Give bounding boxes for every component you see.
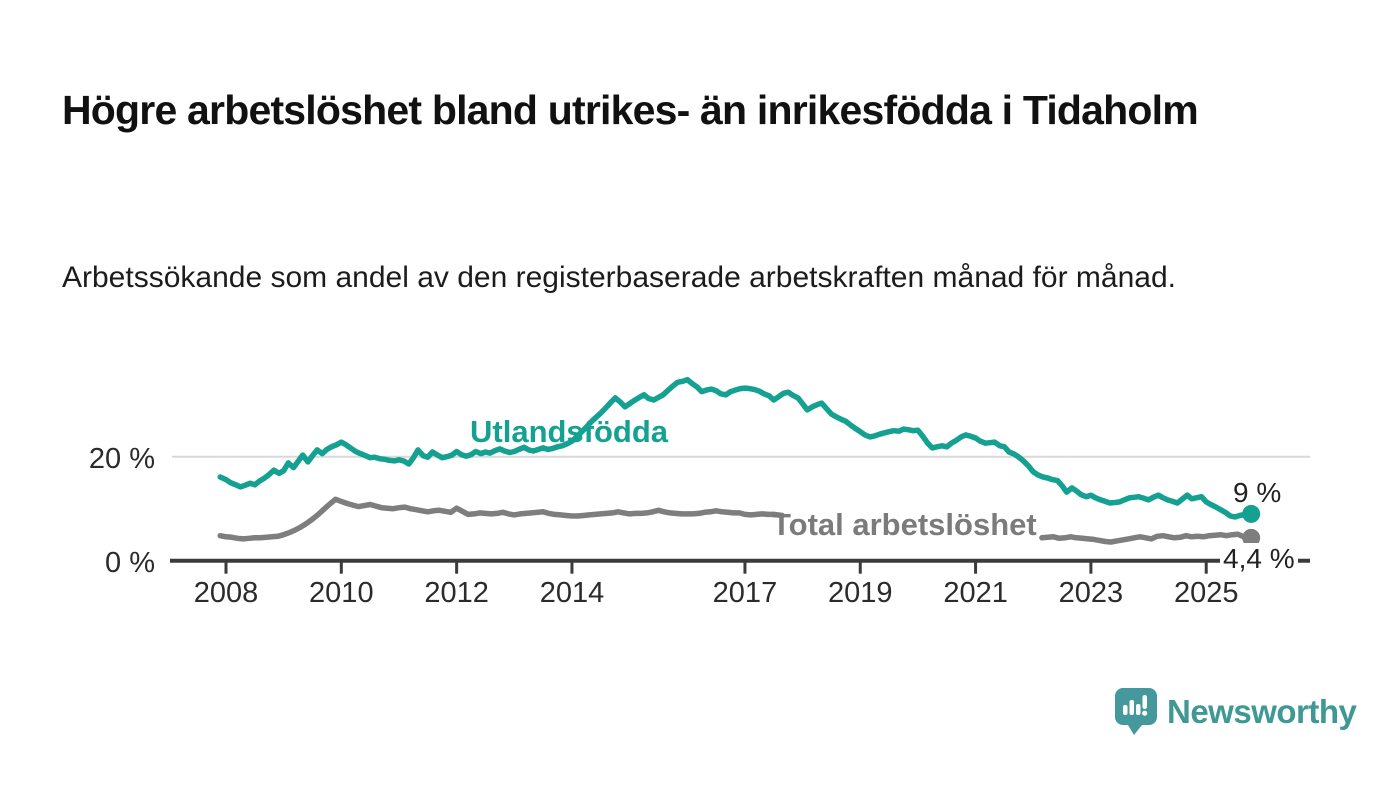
- line-chart-canvas: [170, 376, 1310, 574]
- series-line-total: [1039, 531, 1254, 545]
- newsworthy-logo-icon: [1115, 688, 1157, 735]
- page-title: Högre arbetslöshet bland utrikes- än inr…: [62, 87, 1199, 134]
- end-value-label-utlandsfodda: 9 %: [1233, 477, 1282, 508]
- chart-subtitle: Arbetssökande som andel av den registerb…: [62, 261, 1176, 294]
- x-tick-label-2012: 2012: [424, 577, 489, 609]
- series-line-total: [217, 496, 786, 542]
- x-tick-label-2014: 2014: [539, 577, 605, 609]
- series-end-dot-total: [1242, 528, 1261, 547]
- x-tick-label-2025: 2025: [1173, 577, 1239, 609]
- x-tick-label-2021: 2021: [943, 577, 1008, 609]
- series-end-dot-utlandsfodda: [1242, 504, 1261, 523]
- y-axis-label-0: 0 %: [105, 547, 155, 579]
- series-line-utlandsfodda: [217, 376, 1254, 520]
- x-tick-label-2010: 2010: [309, 577, 374, 609]
- newsworthy-logo: Newsworthy: [1115, 688, 1357, 735]
- x-tick-label-2017: 2017: [712, 577, 778, 609]
- series-label-total-arbetsloshet: Total arbetslöshet: [772, 507, 1037, 542]
- x-tick-label-2023: 2023: [1058, 577, 1124, 609]
- y-axis-label-20: 20 %: [88, 443, 155, 475]
- series-label-utlandsfodda: Utlandsfödda: [470, 414, 669, 449]
- x-tick-label-2008: 2008: [193, 577, 259, 609]
- newsworthy-logo-text: Newsworthy: [1167, 692, 1357, 730]
- end-value-label-total: 4,4 %: [1220, 543, 1298, 575]
- x-tick-label-2019: 2019: [827, 577, 893, 609]
